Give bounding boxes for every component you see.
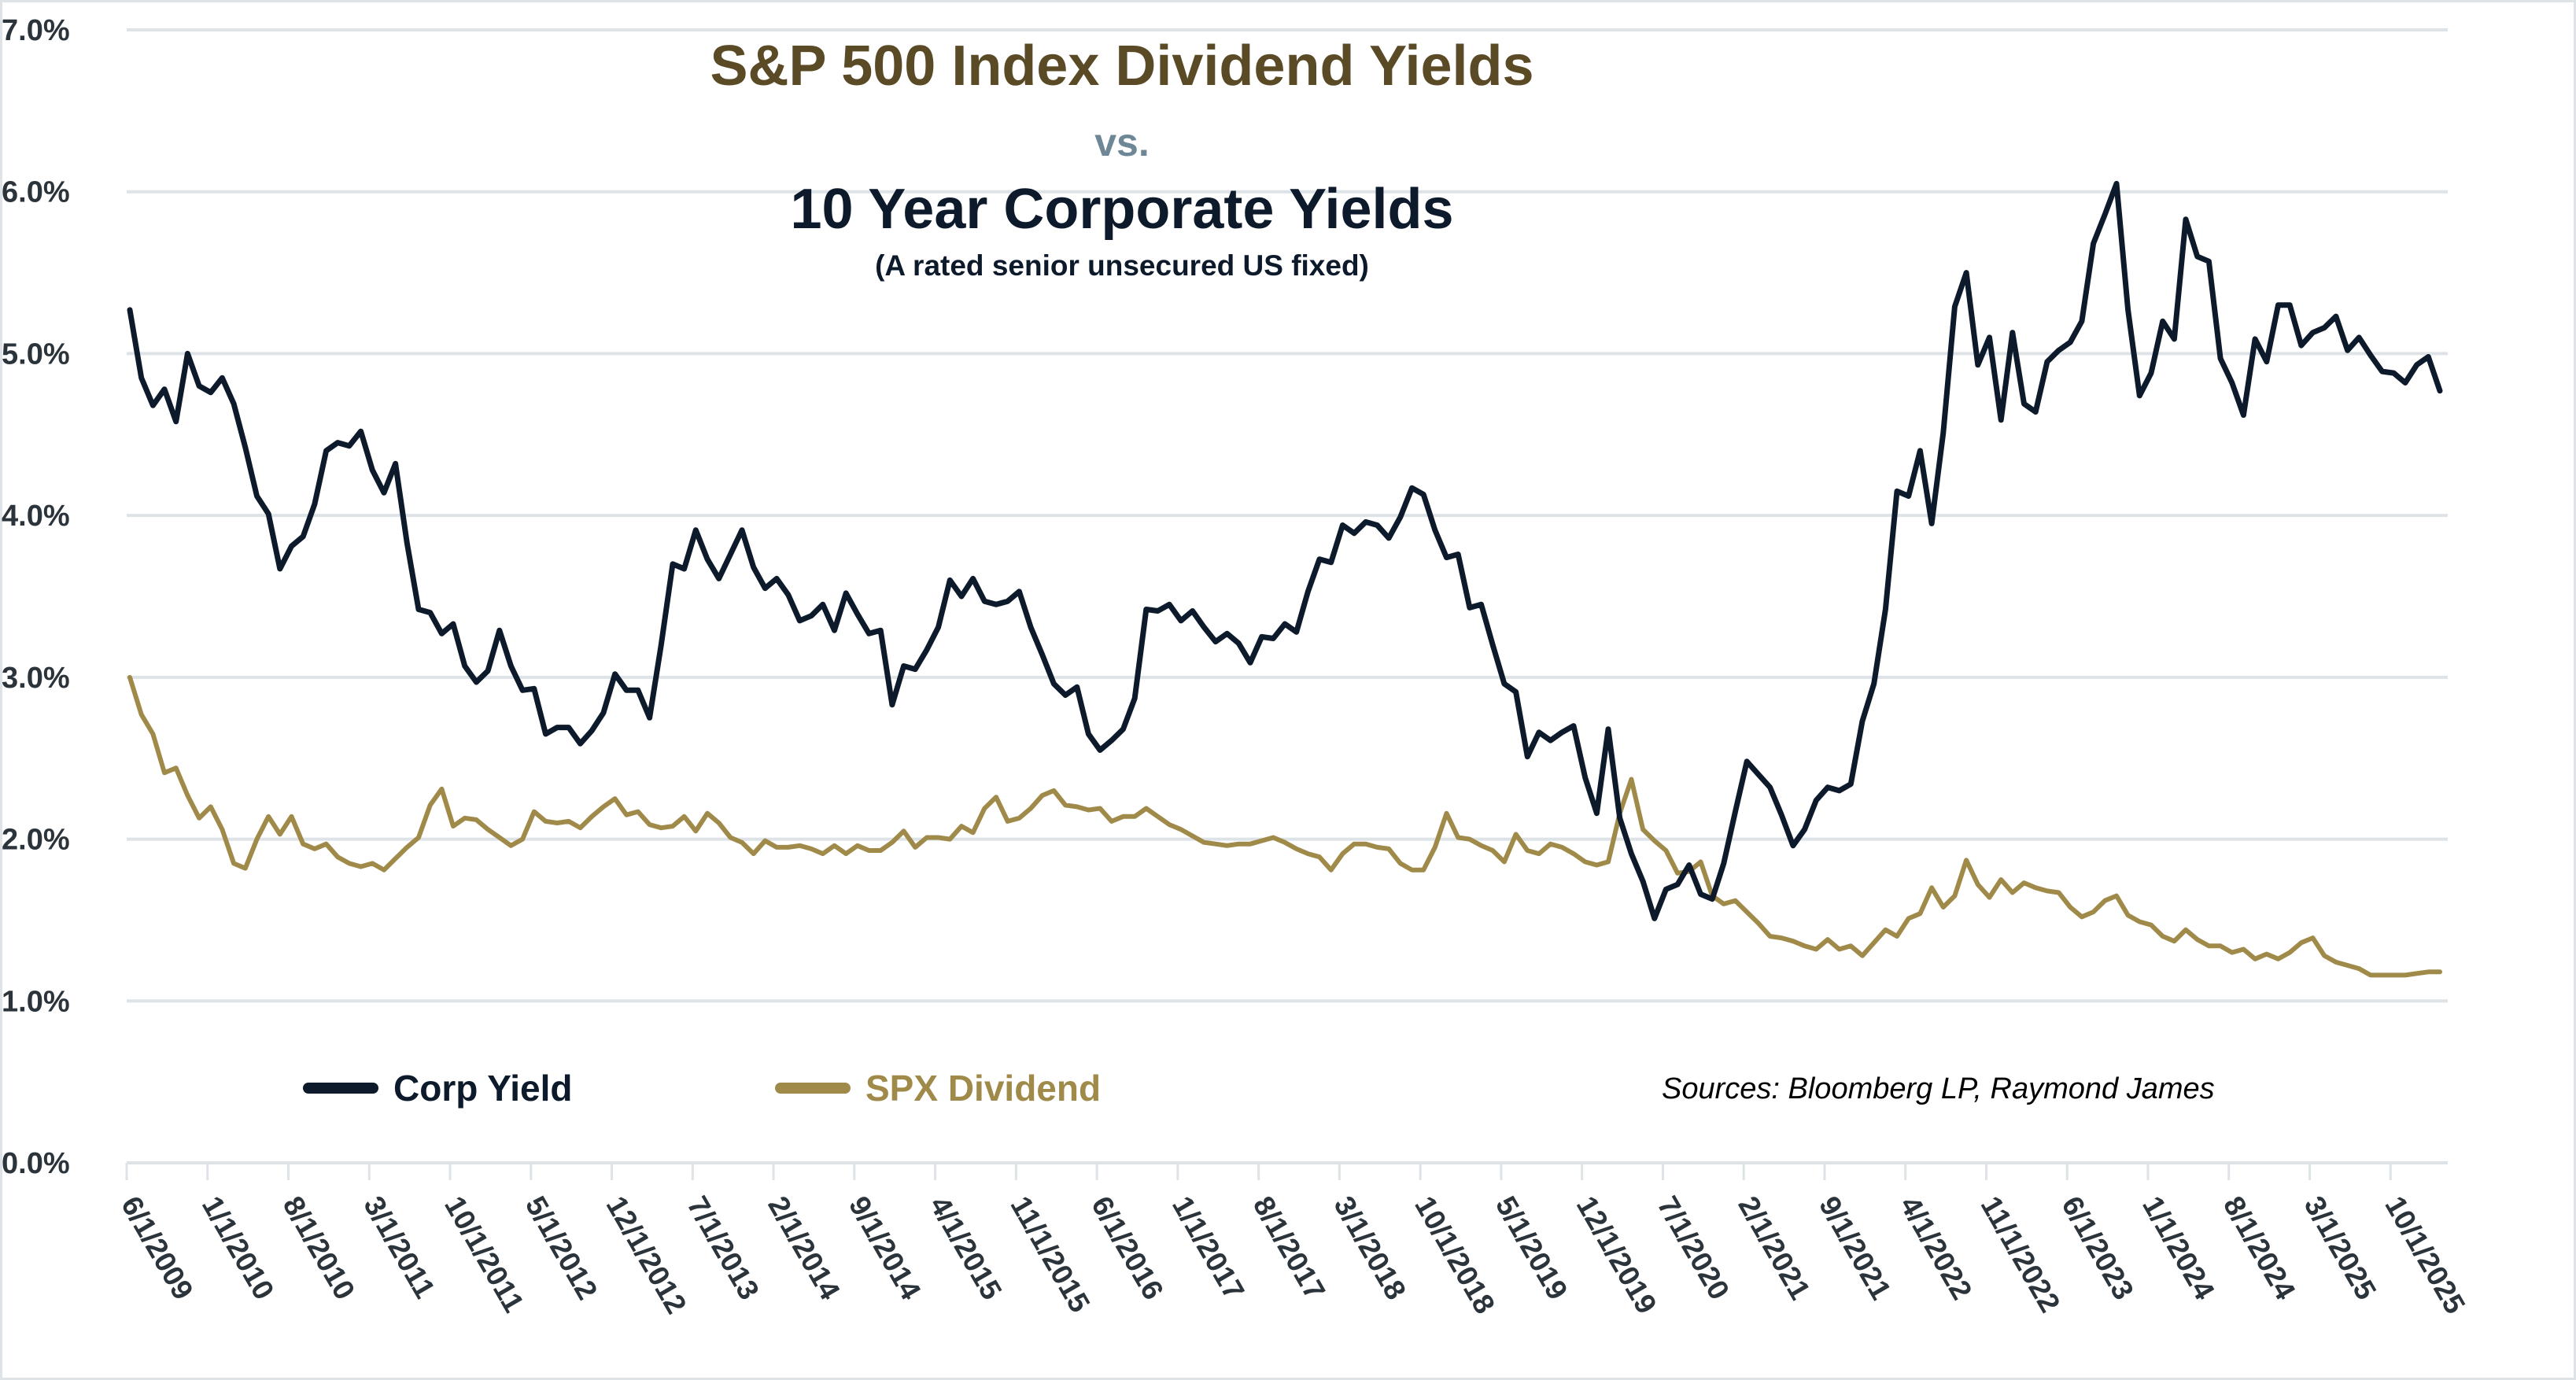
legend-label-corp-yield: Corp Yield <box>393 1068 572 1109</box>
chart-title: S&P 500 Index Dividend Yields <box>710 35 1533 98</box>
legend-label-spx-dividend: SPX Dividend <box>865 1068 1101 1109</box>
y-tick-label: 4.0% <box>2 500 70 533</box>
y-tick-label: 1.0% <box>2 985 70 1018</box>
series-lines <box>127 180 2443 978</box>
y-tick-label: 0.0% <box>2 1147 70 1180</box>
y-tick-label: 6.0% <box>2 176 70 209</box>
series-line-spx-dividend <box>127 674 2442 978</box>
legend: Corp Yield SPX Dividend <box>303 1068 1101 1109</box>
y-tick-label: 2.0% <box>2 824 70 857</box>
gridlines <box>127 28 2448 1164</box>
y-axis: 0.0% 1.0% 2.0% 3.0% 4.0% 5.0% 6.0% 7.0% <box>2 14 70 1180</box>
title-connector: vs. <box>1094 120 1150 164</box>
y-tick-label: 3.0% <box>2 662 70 695</box>
y-tick-label: 7.0% <box>2 14 70 47</box>
y-tick-label: 5.0% <box>2 338 70 371</box>
chart-subtitle: (A rated senior unsecured US fixed) <box>875 249 1369 282</box>
source-note: Sources: Bloomberg LP, Raymond James <box>1662 1072 2215 1105</box>
chart-title-line2: 10 Year Corporate Yields <box>790 178 1453 241</box>
series-line-corp-yield <box>127 180 2443 921</box>
